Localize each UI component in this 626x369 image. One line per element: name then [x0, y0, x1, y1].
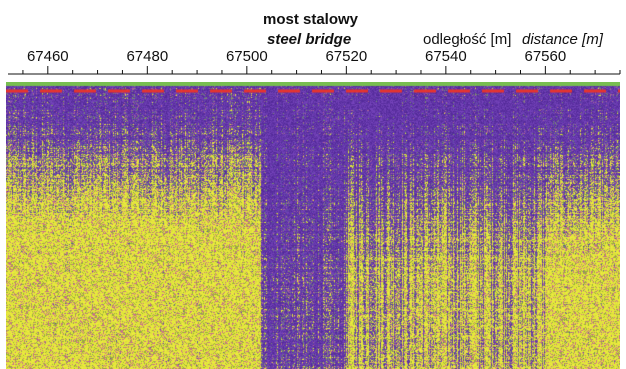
x-axis-label-en: distance [m]	[522, 31, 603, 48]
x-tick-label: 67540	[425, 48, 467, 65]
x-tick-label: 67500	[226, 48, 268, 65]
chart-header: most stalowy steel bridge odległość [m] …	[0, 0, 626, 82]
x-tick-label: 67520	[325, 48, 367, 65]
x-tick-label: 67480	[126, 48, 168, 65]
chart-subtitle: steel bridge	[267, 31, 352, 48]
x-axis: 67460 67480 67500 67520 67540 67560	[8, 48, 621, 75]
x-tick-label: 67460	[27, 48, 69, 65]
x-tick-label: 67560	[525, 48, 567, 65]
chart-title: most stalowy	[263, 11, 359, 28]
x-axis-label: odległość [m]	[423, 31, 512, 48]
radar-image-panel	[6, 82, 620, 369]
radar-image	[6, 82, 620, 369]
